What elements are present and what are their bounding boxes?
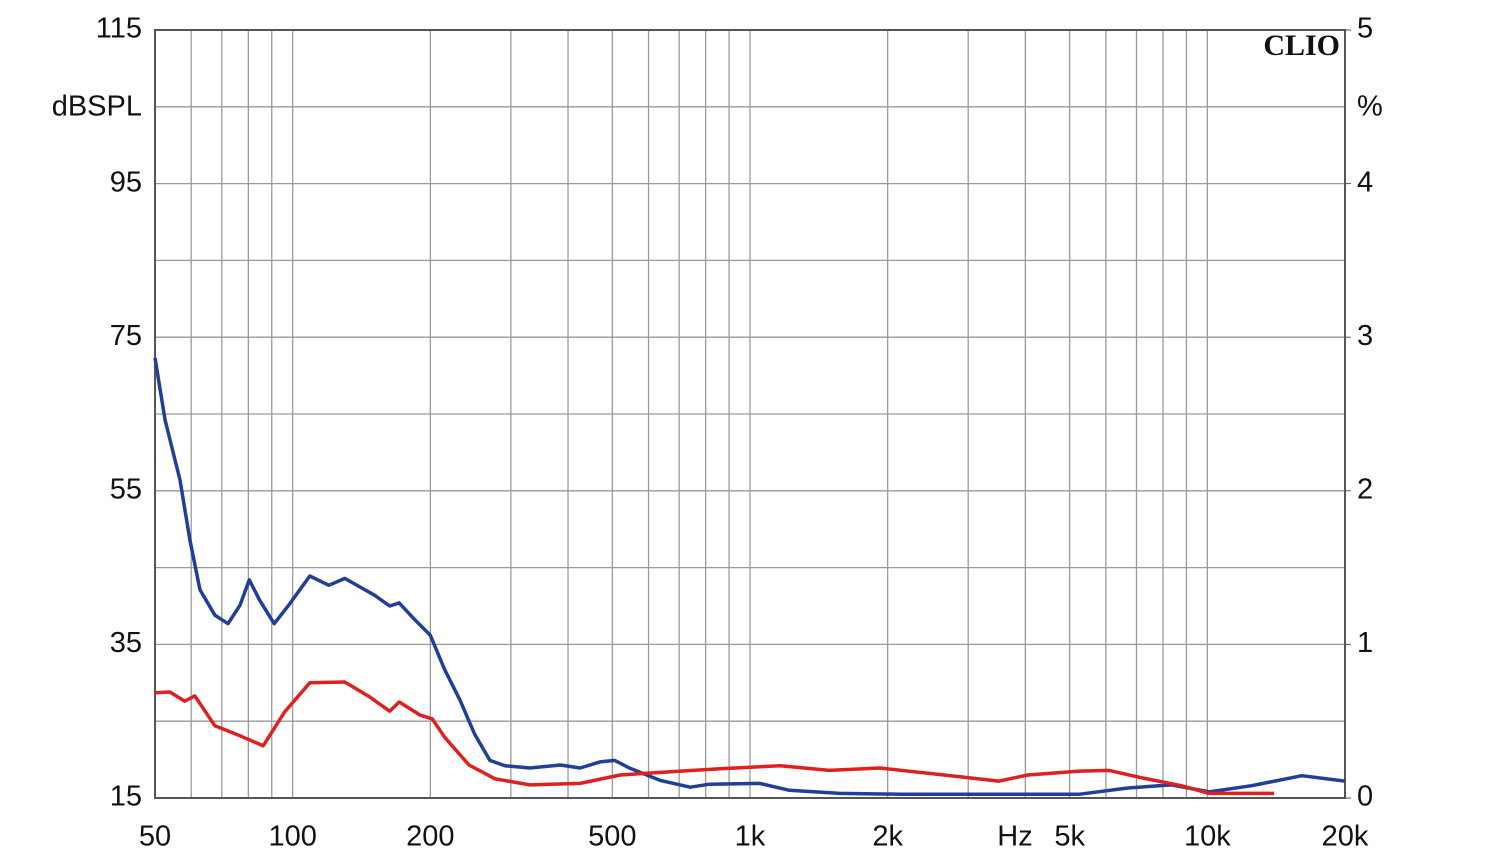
x-tick-label: 20k (1322, 821, 1369, 853)
y-tick-label: 15 (110, 781, 142, 813)
x-tick-label: 2k (872, 821, 903, 853)
x-tick-label: 50 (139, 821, 171, 853)
brand-label: CLIO (1263, 29, 1340, 62)
x-axis-label: Hz (997, 821, 1032, 853)
x-tick-label: 10k (1184, 821, 1231, 853)
data-line (154, 680, 1275, 796)
y-tick-label: 35 (110, 627, 142, 659)
y2-tick-label: 1 (1357, 627, 1373, 659)
y2-tick-label: 4 (1357, 166, 1373, 198)
y-tick-label: 115 (96, 13, 142, 45)
data-line (153, 357, 1346, 796)
x-tick-label: 5k (1054, 821, 1085, 853)
y2-axis-label: % (1357, 91, 1383, 123)
y-tick-label: 55 (110, 473, 142, 505)
x-tick-label: 100 (268, 821, 316, 853)
x-tick-label: 1k (735, 821, 766, 853)
y2-tick-label: 2 (1357, 473, 1373, 505)
y-axis-label: dBSPL (52, 91, 142, 123)
y2-tick-label: 0 (1357, 781, 1373, 813)
x-tick-label: 200 (406, 821, 454, 853)
y-tick-label: 95 (110, 166, 142, 198)
plot-frame (154, 29, 1346, 799)
y-tick-label: 75 (110, 320, 142, 352)
x-tick-label: 500 (588, 821, 636, 853)
y2-tick-label: 5 (1357, 13, 1373, 45)
y2-tick-label: 3 (1357, 320, 1373, 352)
